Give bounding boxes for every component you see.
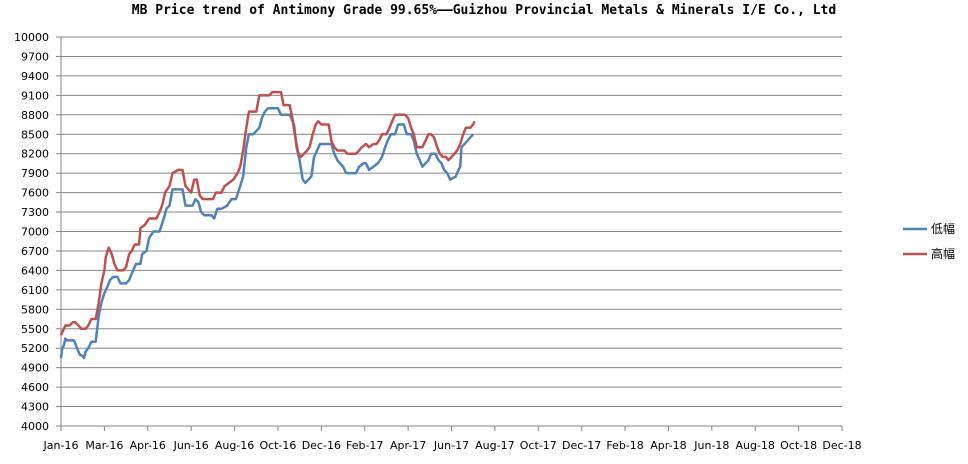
y-tick-label: 8500 — [21, 128, 49, 141]
x-tick-label: Mar-16 — [85, 439, 123, 452]
x-tick-label: Oct-18 — [780, 439, 817, 452]
y-tick-label: 5200 — [21, 342, 49, 355]
series-line-1 — [59, 90, 476, 336]
x-tick-label: Apr-18 — [650, 439, 686, 452]
chart-title: MB Price trend of Antimony Grade 99.65%—… — [131, 3, 837, 18]
y-tick-label: 7000 — [21, 226, 49, 239]
axes — [56, 36, 843, 431]
x-tick-label: Apr-16 — [130, 439, 166, 452]
y-tick-label: 7300 — [21, 206, 49, 219]
x-tick-label: Feb-18 — [606, 439, 643, 452]
y-tick-label: 6400 — [21, 264, 49, 277]
series-line-0 — [59, 107, 475, 360]
x-tick-labels: Jan-16 Mar-16 Apr-16 Jun-16 Aug-16 Oct-16 Dec-… — [43, 439, 862, 452]
y-tick-label: 9400 — [21, 70, 49, 83]
y-tick-label: 7600 — [21, 187, 49, 200]
y-tick-label: 5800 — [21, 303, 49, 316]
x-tick-label: Jan-16 — [43, 439, 79, 452]
y-tick-label: 4000 — [21, 420, 49, 433]
x-tick-label: Dec-16 — [302, 439, 341, 452]
y-tick-label: 6100 — [21, 284, 49, 297]
x-tick-label: Jun-17 — [433, 439, 469, 452]
series-lines — [59, 90, 476, 360]
legend-label: 高幅 — [931, 246, 955, 261]
y-tick-label: 9700 — [21, 50, 49, 63]
grid-lines — [61, 36, 842, 408]
y-tick-label: 4900 — [21, 362, 49, 375]
x-tick-label: Jun-16 — [173, 439, 209, 452]
y-tick-label: 10000 — [14, 31, 49, 44]
y-tick-label: 5500 — [21, 323, 49, 336]
y-tick-label: 8800 — [21, 109, 49, 122]
y-tick-label: 8200 — [21, 148, 49, 161]
legend-label: 低幅 — [931, 221, 955, 236]
x-tick-label: Aug-16 — [215, 439, 254, 452]
x-tick-label: Dec-17 — [562, 439, 601, 452]
x-tick-label: Oct-16 — [259, 439, 296, 452]
x-tick-label: Aug-17 — [475, 439, 514, 452]
x-tick-label: Feb-17 — [346, 439, 383, 452]
y-tick-label: 4600 — [21, 381, 49, 394]
x-tick-label: Dec-18 — [822, 439, 861, 452]
y-tick-label: 7900 — [21, 167, 49, 180]
x-tick-label: Apr-17 — [390, 439, 426, 452]
y-tick-label: 6700 — [21, 245, 49, 258]
y-tick-labels: 4000 4300 4600 4900 5200 5500 5800 6100 6400 6700… — [14, 31, 49, 433]
x-tick-label: Oct-17 — [520, 439, 557, 452]
y-tick-label: 4300 — [21, 401, 49, 414]
x-tick-label: Jun-18 — [693, 439, 729, 452]
y-tick-label: 9100 — [21, 89, 49, 102]
x-tick-label: Aug-18 — [735, 439, 774, 452]
